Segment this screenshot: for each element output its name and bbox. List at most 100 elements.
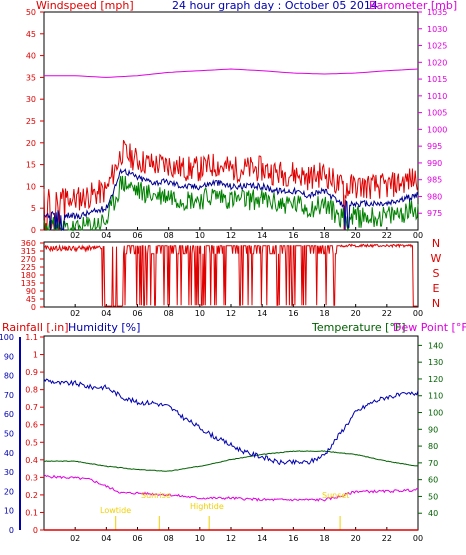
rain-y-tick-label: 0.4 bbox=[25, 456, 38, 465]
wind-x-tick-label: 06 bbox=[132, 231, 142, 240]
wind-low-line bbox=[43, 175, 419, 232]
baro-y-tick-label: 1000 bbox=[427, 125, 447, 134]
baro-y-tick-label: 1015 bbox=[427, 75, 447, 84]
temp-x-tick-label: 14 bbox=[257, 534, 267, 543]
humidity-y-tick-label: 40 bbox=[4, 449, 14, 458]
baro-y-tick-label: 990 bbox=[427, 159, 442, 168]
wind-y-tick-label: 35 bbox=[26, 73, 36, 82]
temp-y-tick-label: 120 bbox=[428, 375, 443, 384]
dir-y-tick-label: 45 bbox=[26, 295, 36, 304]
temp-panel-frame bbox=[43, 335, 419, 531]
wind-y-tick-label: 50 bbox=[26, 8, 36, 17]
wind-x-tick-label: 22 bbox=[382, 231, 392, 240]
temp-x-tick-label: 18 bbox=[319, 534, 329, 543]
barometer-axis-title: Barometer [mb] bbox=[369, 0, 457, 12]
rain-y-tick-label: 0.6 bbox=[25, 421, 38, 430]
temp-y-tick-label: 130 bbox=[428, 358, 443, 367]
wind-x-tick-label: 02 bbox=[70, 231, 80, 240]
humidity-y-tick-label: 100 bbox=[0, 333, 14, 342]
dir-x-tick-label: 04 bbox=[101, 309, 111, 318]
wind-y-tick-label: 45 bbox=[26, 30, 36, 39]
chart-title: 24 hour graph day : October 05 2014 bbox=[172, 0, 378, 12]
baro-y-tick-label: 1030 bbox=[427, 25, 447, 34]
dir-y-tick-label: 360 bbox=[21, 239, 36, 248]
dir-x-tick-label: 12 bbox=[226, 309, 236, 318]
wind-y-tick-label: 15 bbox=[26, 161, 36, 170]
windspeed-axis-title: Windspeed [mph] bbox=[36, 0, 134, 12]
lowtide-label: Lowtide bbox=[100, 506, 131, 515]
rain-y-tick-label: 0.2 bbox=[25, 491, 38, 500]
dir-y-tick-label: 315 bbox=[21, 247, 36, 256]
wind-x-tick-label: 04 bbox=[101, 231, 111, 240]
temp-y-tick-label: 110 bbox=[428, 392, 443, 401]
rain-y-tick-label: 0 bbox=[33, 526, 38, 535]
dir-x-tick-label: 02 bbox=[70, 309, 80, 318]
temperature-line bbox=[43, 450, 419, 472]
dir-x-tick-label: 18 bbox=[319, 309, 329, 318]
dir-x-tick-label: 08 bbox=[164, 309, 174, 318]
wind-x-tick-label: 14 bbox=[257, 231, 267, 240]
wind-x-tick-label: 16 bbox=[288, 231, 298, 240]
dewpoint-axis-title: Dew Point [°F] bbox=[393, 321, 466, 334]
dir-y-tick-label: 90 bbox=[26, 287, 36, 296]
humidity-axis-title: Humidity [%] bbox=[68, 321, 140, 334]
wind-gust-line bbox=[43, 139, 419, 232]
rainfall-axis-title: Rainfall [.in] bbox=[2, 321, 69, 334]
dir-x-tick-label: 14 bbox=[257, 309, 267, 318]
dir-x-tick-label: 06 bbox=[132, 309, 142, 318]
humidity-y-tick-label: 50 bbox=[4, 430, 14, 439]
baro-y-tick-label: 980 bbox=[427, 192, 442, 201]
humidity-y-tick-label: 30 bbox=[4, 468, 14, 477]
humidity-y-tick-label: 80 bbox=[4, 372, 14, 381]
dir-y-tick-label: 225 bbox=[21, 263, 36, 272]
temp-y-tick-label: 40 bbox=[428, 509, 438, 518]
temp-x-tick-label: 00 bbox=[413, 534, 423, 543]
temp-x-tick-label: 02 bbox=[70, 534, 80, 543]
wind-y-tick-label: 25 bbox=[26, 117, 36, 126]
rain-y-tick-label: 0.7 bbox=[25, 403, 38, 412]
temp-x-tick-label: 04 bbox=[101, 534, 111, 543]
temp-x-tick-label: 20 bbox=[351, 534, 361, 543]
dir-y-tick-label: 135 bbox=[21, 279, 36, 288]
dir-x-tick-label: 20 bbox=[351, 309, 361, 318]
direction-panel-frame bbox=[43, 241, 419, 308]
wind-x-tick-label: 00 bbox=[413, 231, 423, 240]
compass-label: W bbox=[431, 252, 442, 265]
wind-y-tick-label: 0 bbox=[31, 226, 36, 235]
compass-label: N bbox=[432, 237, 440, 250]
baro-y-tick-label: 1035 bbox=[427, 8, 447, 17]
wind-y-tick-label: 30 bbox=[26, 95, 36, 104]
temp-y-tick-label: 70 bbox=[428, 459, 438, 468]
compass-label: N bbox=[432, 297, 440, 310]
baro-y-tick-label: 1010 bbox=[427, 92, 447, 101]
temp-x-tick-label: 06 bbox=[132, 534, 142, 543]
dir-y-tick-label: 180 bbox=[21, 271, 36, 280]
temp-x-tick-label: 08 bbox=[164, 534, 174, 543]
dir-y-tick-label: 0 bbox=[31, 303, 36, 312]
humidity-y-tick-label: 10 bbox=[4, 507, 14, 516]
rain-y-tick-label: 0.8 bbox=[25, 386, 38, 395]
temp-y-tick-label: 60 bbox=[428, 476, 438, 485]
temperature-axis-title: Temperature [°F] bbox=[311, 321, 406, 334]
wind-x-tick-label: 10 bbox=[195, 231, 205, 240]
wind-x-tick-label: 20 bbox=[351, 231, 361, 240]
temp-x-tick-label: 12 bbox=[226, 534, 236, 543]
rain-y-tick-label: 0.9 bbox=[25, 368, 38, 377]
humidity-y-tick-label: 0 bbox=[9, 526, 14, 535]
temp-y-tick-label: 90 bbox=[428, 425, 438, 434]
rain-y-tick-label: 0.5 bbox=[25, 438, 38, 447]
dir-x-tick-label: 22 bbox=[382, 309, 392, 318]
dir-y-tick-label: 270 bbox=[21, 255, 36, 264]
dewpoint-line bbox=[43, 474, 419, 502]
wind-x-tick-label: 18 bbox=[319, 231, 329, 240]
baro-y-tick-label: 995 bbox=[427, 142, 442, 151]
compass-label: E bbox=[433, 282, 440, 295]
temp-y-tick-label: 80 bbox=[428, 442, 438, 451]
rain-y-tick-label: 1 bbox=[33, 351, 38, 360]
humidity-y-tick-label: 20 bbox=[4, 487, 14, 496]
wind-direction-line bbox=[43, 243, 418, 307]
wind-x-tick-label: 08 bbox=[164, 231, 174, 240]
sunset-label: Sunset bbox=[322, 491, 349, 500]
wind-y-tick-label: 10 bbox=[26, 182, 36, 191]
